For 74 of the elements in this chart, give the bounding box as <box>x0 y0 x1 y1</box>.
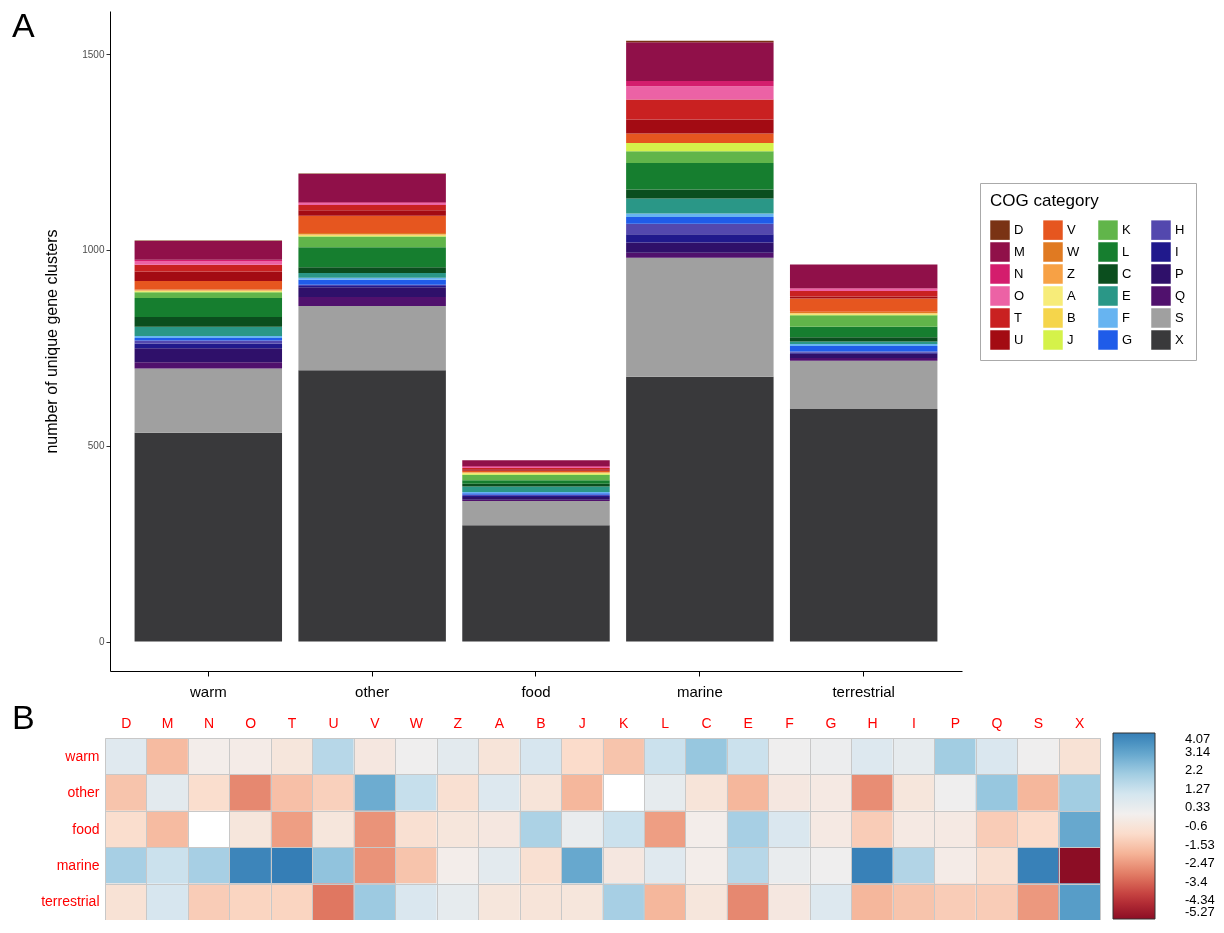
legend-label: K <box>1122 222 1131 238</box>
x-tick-label: K <box>619 714 630 731</box>
legend-label: C <box>1122 266 1132 281</box>
x-tick-label: G <box>825 714 837 731</box>
legend-label: D <box>1014 222 1024 238</box>
x-tick-label: F <box>785 714 794 731</box>
legend-label: S <box>1175 310 1184 325</box>
color-bar-label: -1.53 <box>1185 836 1215 852</box>
y-tick-label: 1000 <box>82 244 105 256</box>
color-bar-label: -3.4 <box>1185 873 1208 889</box>
legend-label: X <box>1175 332 1184 347</box>
x-tick-label: Q <box>991 714 1003 731</box>
y-tick-label: food <box>72 820 100 837</box>
x-tick-label: I <box>911 714 916 731</box>
y-tick-label: 1500 <box>82 48 105 60</box>
legend-label: J <box>1067 332 1074 347</box>
legend-label: O <box>1014 288 1025 303</box>
legend-label: P <box>1175 266 1184 281</box>
x-tick-label: W <box>409 714 424 731</box>
legend-label: N <box>1014 266 1024 281</box>
legend-label: V <box>1067 222 1076 238</box>
color-bar-label: 3.14 <box>1185 743 1211 759</box>
x-tick-label: P <box>950 714 961 731</box>
x-tick-label: U <box>328 714 339 731</box>
x-tick-label: marine <box>676 682 723 700</box>
x-tick-label: C <box>701 714 712 731</box>
y-axis-title: number of unique gene clusters <box>43 229 61 454</box>
color-bar-label: 1.27 <box>1185 780 1211 796</box>
y-tick-label: marine <box>56 856 100 873</box>
x-tick-label: T <box>287 714 297 731</box>
text: A <box>12 6 35 44</box>
color-bar-label: -2.47 <box>1185 855 1215 871</box>
y-tick-label: warm <box>64 747 100 764</box>
color-bar-label: 4.07 <box>1185 731 1211 746</box>
y-tick-label: terrestrial <box>41 893 100 910</box>
legend-label: G <box>1122 332 1133 347</box>
legend-label: T <box>1014 310 1022 325</box>
x-tick-label: E <box>743 714 753 731</box>
legend-label: U <box>1014 332 1024 347</box>
x-tick-label: warm <box>188 682 227 700</box>
color-bar-label: -0.6 <box>1185 818 1208 833</box>
legend-label: Q <box>1175 288 1186 303</box>
x-tick-label: V <box>370 714 381 731</box>
x-tick-label: X <box>1075 714 1086 731</box>
x-tick-label: N <box>204 714 215 731</box>
y-tick-label: 0 <box>98 636 105 648</box>
color-bar-label: 0.33 <box>1185 799 1211 815</box>
x-tick-label: terrestrial <box>832 682 895 700</box>
x-tick-label: J <box>578 714 586 731</box>
legend-label: I <box>1175 244 1179 259</box>
x-tick-label: B <box>536 714 546 731</box>
x-tick-label: Z <box>453 714 463 731</box>
legend-label: W <box>1067 244 1080 259</box>
x-tick-label: M <box>161 714 174 731</box>
legend-label: L <box>1122 244 1130 259</box>
x-tick-label: food <box>521 682 551 700</box>
legend-label: H <box>1175 222 1185 238</box>
x-tick-label: other <box>355 682 390 700</box>
legend-label: F <box>1122 310 1130 325</box>
legend-label: A <box>1067 288 1076 303</box>
x-tick-label: L <box>661 714 670 731</box>
x-tick-label: D <box>121 714 132 731</box>
legend-label: M <box>1014 244 1025 259</box>
y-tick-label: other <box>67 784 100 801</box>
y-tick-label: 500 <box>87 440 105 452</box>
x-tick-label: S <box>1033 714 1043 731</box>
x-tick-label: A <box>494 714 505 731</box>
legend-label: B <box>1067 310 1076 325</box>
legend-title: COG category <box>990 191 1100 210</box>
x-tick-label: O <box>245 714 257 731</box>
color-bar-label: 2.2 <box>1185 762 1204 778</box>
legend-label: Z <box>1067 266 1075 281</box>
legend-label: E <box>1122 288 1131 303</box>
x-tick-label: H <box>867 714 878 731</box>
